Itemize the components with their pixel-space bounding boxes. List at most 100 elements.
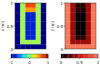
frame (65, 3, 96, 49)
y-tick (14, 3, 16, 4)
cell (86, 21, 91, 26)
cell (70, 35, 75, 40)
cell (70, 8, 75, 13)
cell (15, 44, 20, 49)
cell (20, 40, 25, 45)
cell (81, 8, 86, 13)
cell (75, 12, 80, 17)
cell (65, 35, 70, 40)
cell (36, 17, 41, 22)
cell (15, 35, 20, 40)
cell (70, 21, 75, 26)
cell (15, 8, 20, 13)
cell (41, 35, 46, 40)
cell (25, 3, 30, 8)
cell (25, 31, 30, 36)
cell (20, 3, 25, 8)
cell (36, 44, 41, 49)
cell (31, 12, 36, 17)
cell (75, 26, 80, 31)
colorbar-frame (11, 54, 48, 58)
cell (86, 3, 91, 8)
cell (20, 17, 25, 22)
cell (81, 26, 86, 31)
y-tick (14, 49, 16, 50)
cell (91, 12, 96, 17)
cell (86, 8, 91, 13)
cell (25, 35, 30, 40)
cell (15, 21, 20, 26)
cell (86, 35, 91, 40)
cell (65, 8, 70, 13)
cell (25, 12, 30, 17)
cell (36, 12, 41, 17)
cell (91, 8, 96, 13)
cell (15, 17, 20, 22)
cell (75, 40, 80, 45)
cell (70, 3, 75, 8)
cell (15, 3, 20, 8)
y-tick (64, 3, 66, 4)
cell (65, 40, 70, 45)
cell (41, 12, 46, 17)
y-axis-label: z (m) (0, 20, 5, 31)
cell (36, 21, 41, 26)
cell (81, 3, 86, 8)
cell (25, 21, 30, 26)
cell (81, 40, 86, 45)
cell (31, 3, 36, 8)
cell (31, 26, 36, 31)
cell (31, 35, 36, 40)
cell (81, 31, 86, 36)
cell (41, 31, 46, 36)
cell (20, 26, 25, 31)
colorbar-frame (61, 54, 98, 58)
panel: 00.51z (m)-101 (0, 1, 50, 65)
cell (81, 17, 86, 22)
cell (91, 31, 96, 36)
cell (86, 26, 91, 31)
cell (25, 8, 30, 13)
y-axis-label: z (m) (50, 20, 55, 31)
cell (20, 21, 25, 26)
cell (65, 21, 70, 26)
cell (81, 21, 86, 26)
y-tick-label: 1 (10, 1, 13, 6)
panel: 00.51z (m)00.51 (50, 1, 100, 65)
cell (31, 21, 36, 26)
y-tick-label: 0.5 (7, 24, 14, 29)
cell (65, 26, 70, 31)
colorbar-tick-label: 0 (60, 60, 63, 65)
cell (41, 44, 46, 49)
cell (75, 35, 80, 40)
cells (15, 3, 46, 49)
cell (65, 17, 70, 22)
cell (86, 44, 91, 49)
frame (15, 3, 46, 49)
cell (15, 26, 20, 31)
cell (36, 31, 41, 36)
cell (86, 40, 91, 45)
cell (25, 17, 30, 22)
cell (75, 21, 80, 26)
cell (70, 26, 75, 31)
cell (65, 31, 70, 36)
cell (25, 44, 30, 49)
cell (91, 3, 96, 8)
cell (31, 44, 36, 49)
cell (41, 40, 46, 45)
y-tick-label: 0 (60, 47, 63, 52)
figure: 00.51z (m)-10100.51z (m)00.51 (0, 0, 100, 72)
cell (31, 40, 36, 45)
cell (36, 35, 41, 40)
y-tick-label: 0.5 (57, 24, 64, 29)
cell (25, 40, 30, 45)
cell (75, 17, 80, 22)
cell (41, 17, 46, 22)
cell (91, 17, 96, 22)
cell (70, 40, 75, 45)
cell (20, 35, 25, 40)
page: {"chart_data": [ {"type": "heatmap", "yl… (0, 0, 100, 72)
cell (15, 40, 20, 45)
cell (31, 17, 36, 22)
